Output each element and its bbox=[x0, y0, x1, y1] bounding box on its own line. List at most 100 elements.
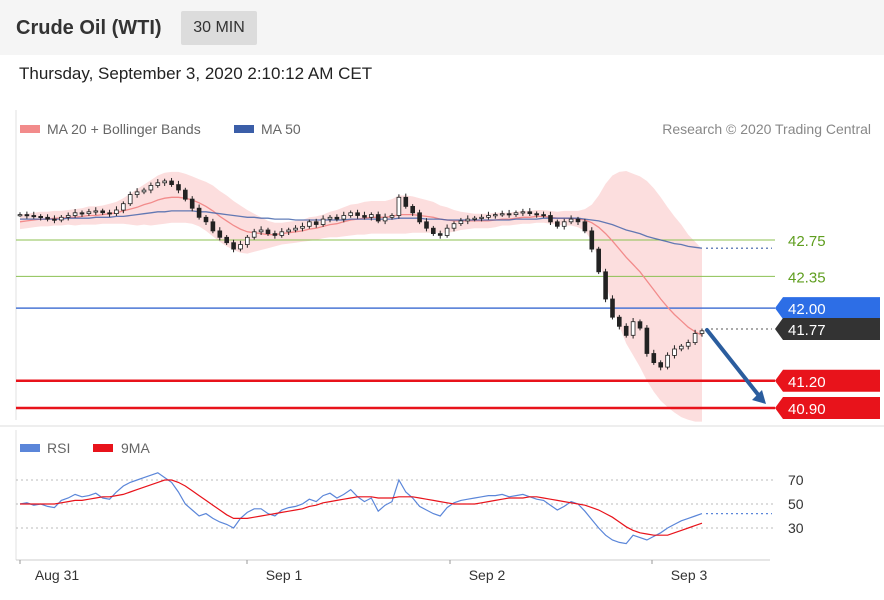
candle-up bbox=[348, 212, 353, 216]
price-tag-text-42.00: 42.00 bbox=[788, 301, 826, 318]
candle-up bbox=[479, 216, 484, 219]
rsi-tick-70: 70 bbox=[788, 472, 804, 488]
candle-up bbox=[341, 215, 347, 220]
candle-up bbox=[513, 212, 519, 216]
timeframe-badge[interactable]: 30 MIN bbox=[181, 11, 257, 45]
price-tag-41.20 bbox=[775, 369, 880, 392]
candle-down bbox=[189, 198, 195, 209]
candle-down bbox=[45, 216, 50, 220]
candle-down bbox=[596, 248, 601, 273]
candle-down bbox=[527, 211, 533, 215]
candle-up bbox=[162, 180, 168, 184]
candle-up bbox=[699, 330, 705, 334]
candle-down bbox=[506, 213, 512, 216]
candle-up bbox=[141, 189, 147, 193]
candle-down bbox=[196, 207, 202, 218]
candle-up bbox=[568, 218, 574, 223]
candle-up bbox=[279, 231, 285, 236]
candle-down bbox=[217, 230, 223, 238]
moving-averages bbox=[19, 196, 703, 336]
candle-up bbox=[451, 223, 457, 229]
candle-up bbox=[472, 217, 477, 220]
candle-up bbox=[492, 214, 498, 217]
candle-up bbox=[300, 225, 305, 229]
rsi-ma-line bbox=[20, 479, 703, 536]
candle-up bbox=[444, 227, 450, 236]
candle-up bbox=[293, 227, 298, 231]
candle-down bbox=[658, 362, 663, 368]
candle-down bbox=[169, 180, 174, 185]
candle-up bbox=[59, 216, 64, 221]
title-bar: Crude Oil (WTI) 30 MIN bbox=[0, 0, 884, 55]
candle-up bbox=[692, 333, 698, 344]
candlesticks bbox=[17, 177, 705, 371]
candle-down bbox=[107, 212, 112, 215]
candle-down bbox=[31, 215, 37, 218]
candle-up bbox=[561, 221, 567, 227]
candle-down bbox=[52, 218, 57, 221]
candle-up bbox=[389, 215, 395, 218]
candle-down bbox=[403, 196, 409, 207]
candle-up bbox=[251, 231, 257, 238]
ma20-legend-swatch bbox=[20, 125, 40, 133]
candle-up bbox=[286, 229, 291, 233]
candle-down bbox=[644, 327, 650, 354]
candle-up bbox=[368, 214, 374, 218]
x-tick-label-2: Sep 2 bbox=[469, 567, 506, 583]
rsi-panel: 70 50 30 bbox=[16, 472, 804, 545]
candle-up bbox=[486, 215, 491, 218]
price-tag-41.77 bbox=[775, 317, 880, 340]
price-tag-text-41.77: 41.77 bbox=[788, 322, 826, 339]
level-label-42.35: 42.35 bbox=[788, 269, 826, 286]
candle-up bbox=[93, 210, 99, 213]
candle-up bbox=[127, 194, 133, 205]
level-label-42.75: 42.75 bbox=[788, 233, 826, 250]
candle-up bbox=[306, 221, 312, 227]
forecast-arrow bbox=[705, 327, 766, 404]
x-tick-label-1: Sep 1 bbox=[266, 567, 303, 583]
candle-down bbox=[589, 230, 595, 250]
rsi-ma-legend-label: 9MA bbox=[121, 440, 150, 456]
candle-down bbox=[417, 212, 422, 223]
level-price-tags: 42.75 42.35 42.00 41.77 41.20 40.90 bbox=[775, 233, 880, 419]
candle-down bbox=[375, 214, 381, 222]
candle-up bbox=[155, 182, 161, 186]
candle-down bbox=[79, 212, 85, 215]
candle-down bbox=[272, 233, 278, 236]
bollinger-band-area bbox=[20, 171, 702, 422]
support-resistance-levels bbox=[16, 239, 775, 410]
rsi-legend-swatch bbox=[20, 444, 40, 452]
forecast-arrow-shaft bbox=[705, 327, 762, 399]
ma50-legend-label: MA 50 bbox=[261, 121, 301, 137]
candle-up bbox=[382, 216, 388, 222]
x-tick-label-3: Sep 3 bbox=[671, 567, 708, 583]
candle-down bbox=[203, 216, 209, 223]
candle-down bbox=[623, 325, 629, 336]
candle-down bbox=[424, 221, 429, 229]
candle-down bbox=[355, 212, 360, 216]
candle-up bbox=[258, 229, 264, 233]
candle-up bbox=[630, 321, 636, 336]
bollinger-band-fill bbox=[20, 171, 702, 422]
rsi-tick-50: 50 bbox=[788, 496, 804, 512]
price-tag-42.00 bbox=[775, 297, 880, 320]
instrument-title: Crude Oil (WTI) bbox=[16, 17, 162, 39]
candle-down bbox=[582, 221, 588, 232]
candle-down bbox=[182, 189, 188, 200]
candle-up bbox=[665, 354, 670, 368]
candle-up bbox=[499, 213, 505, 216]
candle-down bbox=[231, 242, 236, 250]
candle-down bbox=[265, 229, 271, 234]
candle-down bbox=[603, 271, 608, 300]
price-tag-text-41.20: 41.20 bbox=[788, 374, 826, 391]
candle-up bbox=[685, 342, 691, 347]
ma20-legend-label: MA 20 + Bollinger Bands bbox=[47, 121, 201, 137]
ma50-line bbox=[20, 210, 703, 249]
candle-up bbox=[86, 211, 92, 215]
forecast-arrow-head bbox=[752, 390, 766, 404]
candle-up bbox=[114, 209, 119, 214]
candle-up bbox=[244, 236, 250, 246]
candle-down bbox=[437, 233, 443, 236]
candle-down bbox=[24, 214, 30, 217]
